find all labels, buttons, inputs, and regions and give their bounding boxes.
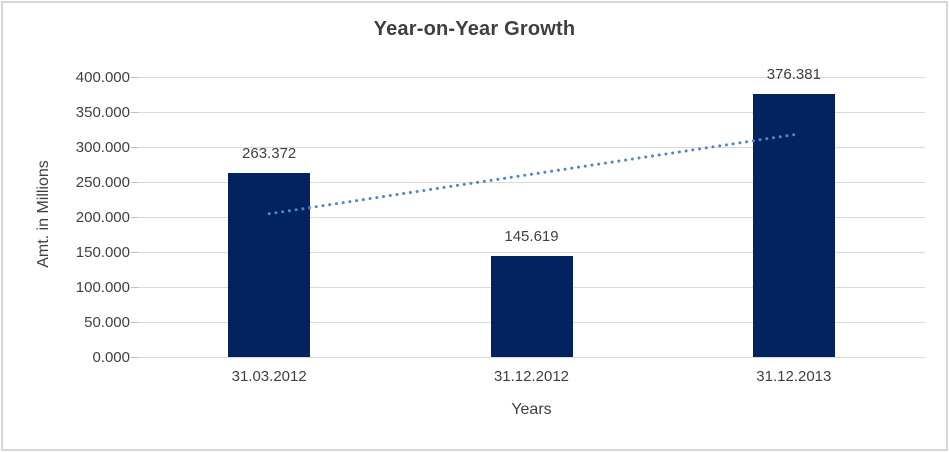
- y-tick-label: 0.000: [92, 348, 130, 366]
- chart-title: Year-on-Year Growth: [373, 18, 576, 40]
- y-tick-label: 350.000: [75, 103, 130, 121]
- bar-31.12.2012: [490, 255, 573, 358]
- trendline: [267, 133, 796, 216]
- x-tick-label: 31.12.2012: [493, 367, 570, 385]
- y-tick-label: 400.000: [75, 68, 130, 86]
- y-tick-label: 50.000: [84, 313, 130, 331]
- bar-value-label: 376.381: [766, 66, 821, 84]
- bar-value-label: 263.372: [242, 145, 297, 163]
- x-axis-title: Years: [511, 401, 552, 418]
- bar-value-label: 145.619: [504, 227, 559, 245]
- y-tick-label: 100.000: [75, 278, 130, 296]
- y-tick-label: 250.000: [75, 173, 130, 191]
- y-axis-title: Amt. in Millions: [35, 160, 52, 268]
- y-tick-label: 300.000: [75, 138, 130, 156]
- y-tick-label: 200.000: [75, 208, 130, 226]
- y-tick-label: 150.000: [75, 243, 130, 261]
- x-tick-label: 31.12.2013: [756, 367, 832, 385]
- x-tick-label: 31.03.2012: [231, 367, 307, 385]
- bar-31.03.2012: [228, 173, 311, 358]
